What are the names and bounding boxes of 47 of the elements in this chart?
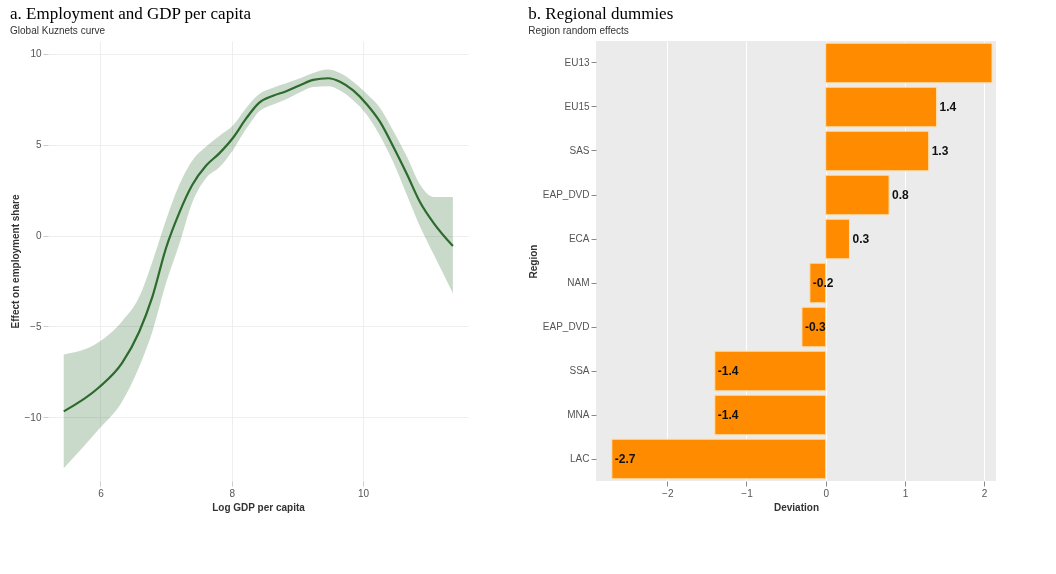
- bar: [825, 130, 930, 172]
- bar: [611, 438, 827, 480]
- data-label: -1.4: [717, 364, 739, 378]
- chart-title: b. Regional dummies: [528, 4, 674, 23]
- y-tick-label: SSA: [569, 365, 590, 376]
- chart-subtitle: Global Kuznets curve: [10, 25, 106, 36]
- y-tick-label: MNA: [567, 409, 590, 420]
- x-axis-title: Log GDP per capita: [212, 501, 306, 513]
- x-tick-label: 2: [981, 487, 988, 499]
- bar: [825, 174, 890, 216]
- y-tick-label: EAP_DVD: [542, 321, 590, 332]
- x-axis-title: Deviation: [773, 501, 820, 513]
- y-tick-label: NAM: [567, 277, 590, 288]
- y-tick-label: EU13: [564, 57, 590, 68]
- bar: [714, 350, 827, 392]
- data-label: -1.4: [717, 408, 739, 422]
- data-label: 1.4: [939, 100, 957, 114]
- chart-title: a. Employment and GDP per capita: [10, 4, 252, 23]
- line-series: [62, 77, 455, 413]
- x-tick-label: 8: [229, 487, 236, 499]
- bar: [825, 86, 938, 128]
- x-tick-label: −2: [662, 487, 674, 499]
- y-tick-label: LAC: [570, 453, 590, 464]
- y-tick-label: EU15: [564, 101, 590, 112]
- bar: [714, 394, 827, 436]
- bar: [825, 42, 993, 84]
- y-tick-label: −5: [30, 320, 42, 332]
- x-tick-label: 6: [98, 487, 105, 499]
- y-axis-title: Effect on employment share: [9, 194, 21, 329]
- x-tick-label: 10: [357, 487, 370, 499]
- y-tick-label: EAP_DVD: [542, 189, 590, 200]
- x-tick-label: −1: [741, 487, 754, 499]
- y-tick-label: 5: [35, 139, 42, 151]
- x-tick-label: 0: [823, 487, 830, 499]
- bar: [825, 218, 850, 260]
- y-tick-label: SAS: [569, 145, 590, 156]
- chart-subtitle: Region random effects: [528, 25, 629, 36]
- data-label: 0.3: [852, 232, 870, 246]
- y-tick-label: 10: [30, 48, 42, 60]
- data-label: 0.8: [892, 188, 910, 202]
- data-label: 1.3: [931, 144, 949, 158]
- y-tick-label: 0: [35, 230, 42, 242]
- x-tick-label: 1: [902, 487, 909, 499]
- y-tick-label: ECA: [568, 233, 590, 244]
- y-axis-title: Region: [527, 244, 539, 279]
- y-tick-label: −10: [24, 411, 42, 423]
- data-label: -2.7: [614, 452, 636, 466]
